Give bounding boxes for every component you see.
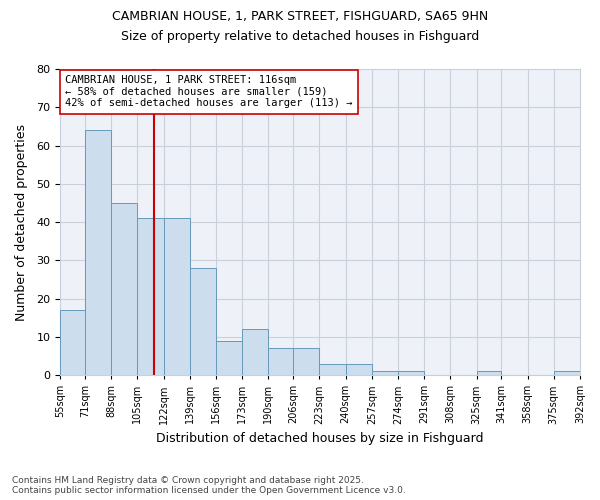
Bar <box>190 268 216 375</box>
Bar <box>164 218 190 375</box>
Text: CAMBRIAN HOUSE, 1, PARK STREET, FISHGUARD, SA65 9HN: CAMBRIAN HOUSE, 1, PARK STREET, FISHGUAR… <box>112 10 488 23</box>
Bar <box>85 130 111 375</box>
Bar <box>60 310 85 375</box>
Bar <box>137 218 164 375</box>
Text: CAMBRIAN HOUSE, 1 PARK STREET: 116sqm
← 58% of detached houses are smaller (159): CAMBRIAN HOUSE, 1 PARK STREET: 116sqm ← … <box>65 75 353 108</box>
Bar <box>293 348 319 375</box>
Bar <box>346 364 372 375</box>
Bar <box>242 329 268 375</box>
Bar <box>111 203 137 375</box>
Bar <box>476 372 502 375</box>
Bar <box>268 348 293 375</box>
Bar <box>398 372 424 375</box>
Y-axis label: Number of detached properties: Number of detached properties <box>15 124 28 320</box>
X-axis label: Distribution of detached houses by size in Fishguard: Distribution of detached houses by size … <box>157 432 484 445</box>
Text: Size of property relative to detached houses in Fishguard: Size of property relative to detached ho… <box>121 30 479 43</box>
Bar <box>372 372 398 375</box>
Bar <box>216 340 242 375</box>
Text: Contains HM Land Registry data © Crown copyright and database right 2025.
Contai: Contains HM Land Registry data © Crown c… <box>12 476 406 495</box>
Bar <box>554 372 580 375</box>
Bar <box>319 364 346 375</box>
